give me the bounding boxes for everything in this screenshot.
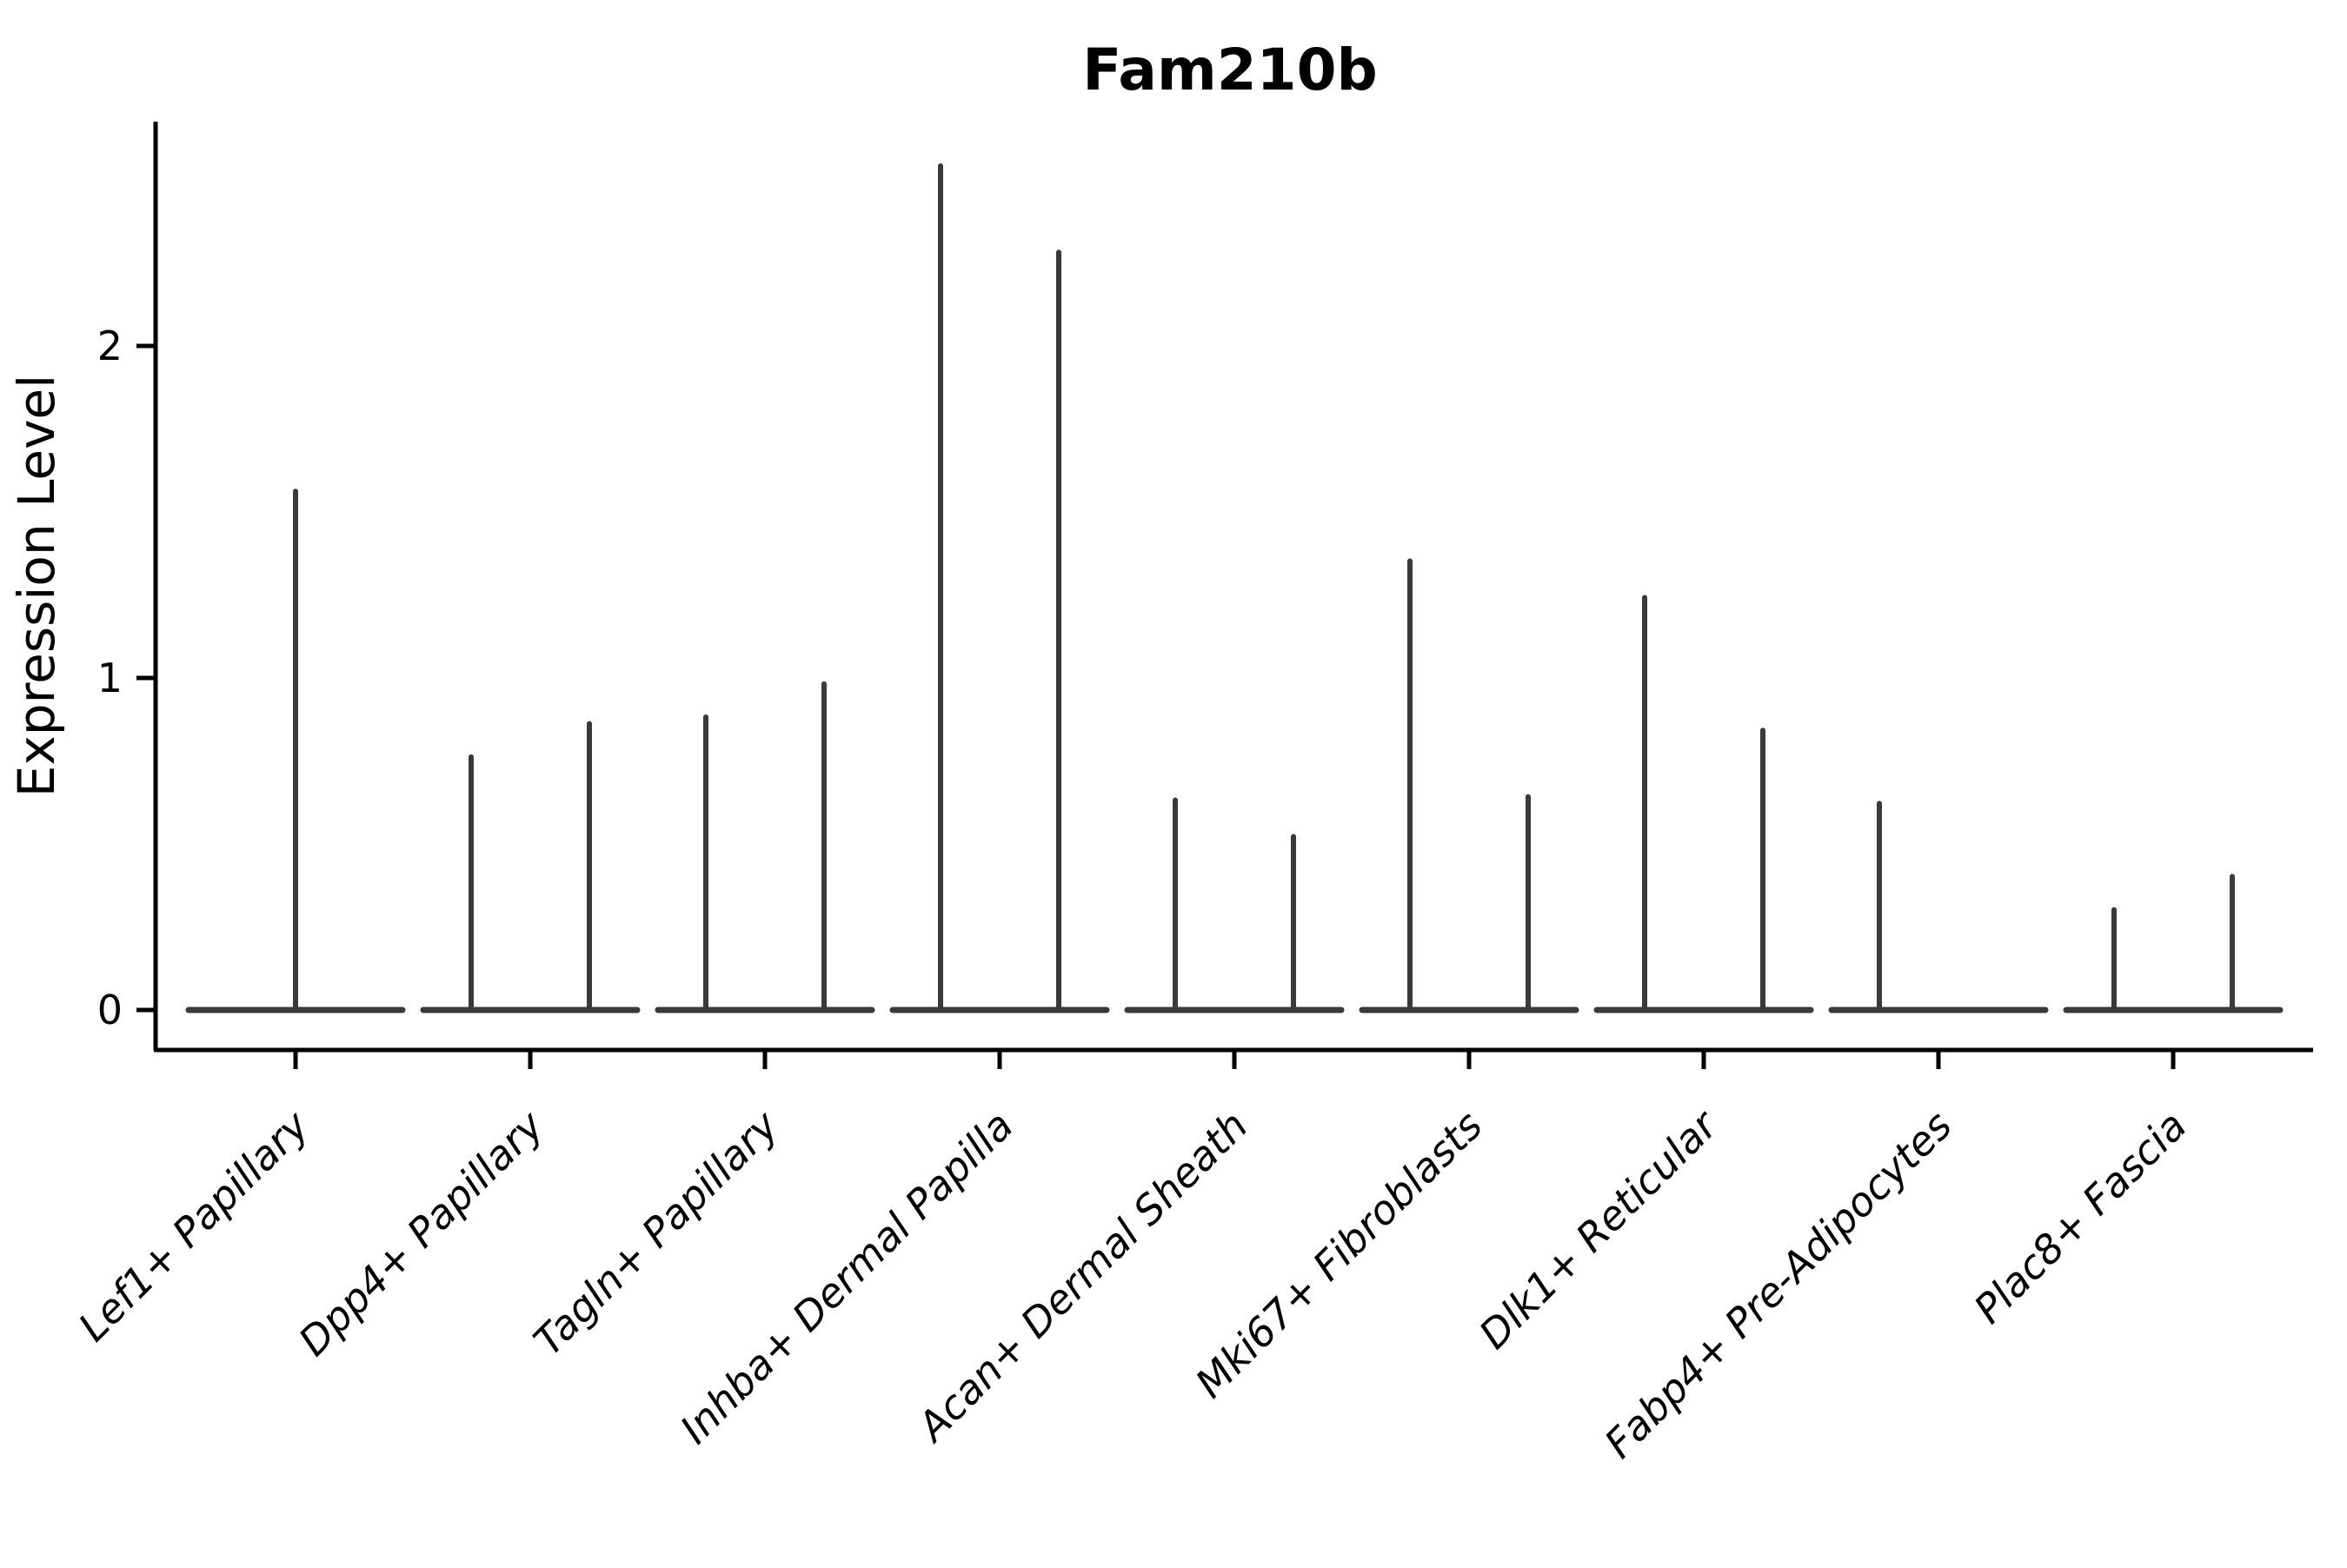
y-axis-label: Expression Level	[7, 375, 66, 797]
x-category-label: Dpp4+ Papillary	[289, 1101, 553, 1365]
chart-title: Fam210b	[1082, 37, 1378, 103]
y-tick-label: 2	[97, 322, 123, 369]
y-tick-label: 1	[97, 654, 123, 701]
x-category-label: Dlk1+ Reticular	[1470, 1100, 1728, 1358]
x-category-label: Lef1+ Papillary	[70, 1101, 318, 1350]
x-category-label: Plac8+ Fascia	[1965, 1102, 2195, 1332]
x-category-label: Tagln+ Papillary	[524, 1101, 788, 1365]
y-tick-label: 0	[97, 987, 123, 1033]
